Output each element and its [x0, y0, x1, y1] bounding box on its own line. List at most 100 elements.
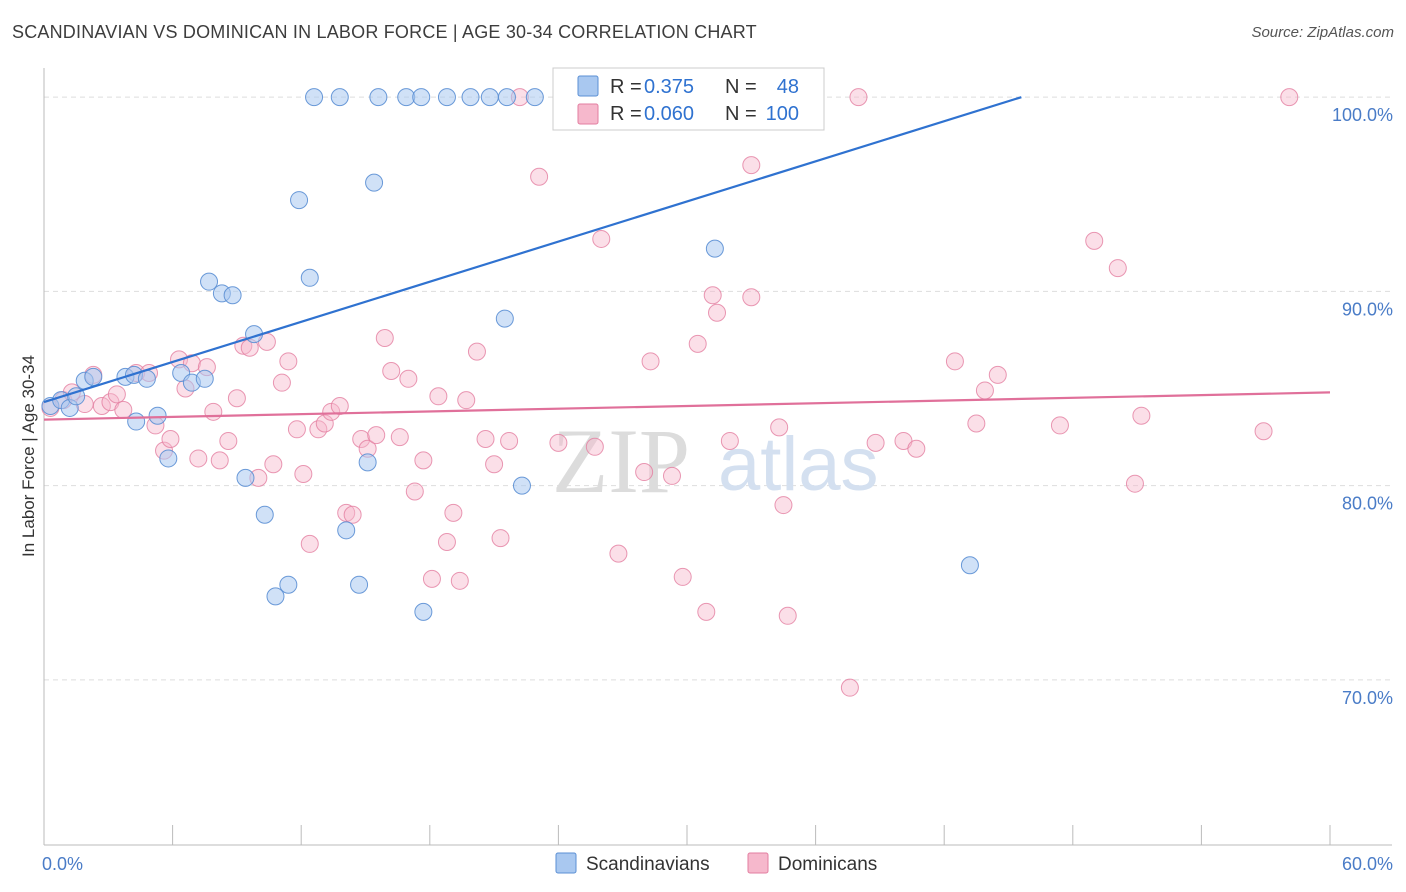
dominican-point — [708, 303, 727, 322]
scandinavian-point — [159, 449, 178, 468]
scandinavian-point — [369, 88, 388, 107]
dominican-point — [287, 420, 306, 439]
scandinavian-point — [200, 272, 219, 291]
scandinavian-point — [497, 88, 516, 107]
chart-title: SCANDINAVIAN VS DOMINICAN IN LABOR FORCE… — [12, 22, 757, 42]
legend-n-label: N = — [725, 103, 757, 125]
scandinavian-point — [255, 505, 274, 524]
dominicans-points — [41, 88, 1299, 697]
legend-r-value: 0.060 — [644, 103, 694, 125]
dominican-point — [945, 352, 964, 371]
scandinavian-point — [127, 412, 146, 431]
dominican-point — [405, 482, 424, 501]
dominican-point — [866, 433, 885, 452]
dominican-point — [422, 569, 441, 588]
dominican-point — [778, 606, 797, 625]
chart-source: Source: ZipAtlas.com — [1251, 24, 1394, 41]
dominican-point — [770, 418, 789, 437]
legend-label-dominicans: Dominicans — [778, 854, 877, 875]
dominican-point — [840, 678, 859, 697]
dominican-point — [399, 369, 418, 388]
watermark: ZIP atlas — [552, 410, 879, 512]
dominican-point — [300, 534, 319, 553]
dominican-point — [161, 430, 180, 449]
dominican-point — [414, 451, 433, 470]
x-tick-labels: 0.0% 60.0% — [42, 854, 1393, 874]
dominican-point — [437, 532, 456, 551]
legend-r-label: R = — [610, 103, 642, 125]
dominican-point — [294, 464, 313, 483]
y-tick-label: 80.0% — [1342, 494, 1393, 514]
x-tick-label: 0.0% — [42, 854, 83, 874]
scandinavian-point — [350, 575, 369, 594]
dominican-point — [315, 414, 334, 433]
scandinavian-point — [705, 239, 724, 258]
dominican-point — [210, 451, 229, 470]
dominican-point — [662, 466, 681, 485]
scandinavian-point — [358, 453, 377, 472]
dominican-point — [227, 389, 246, 408]
scandinavians-trend-line — [43, 96, 1022, 404]
dominican-point — [1108, 259, 1127, 278]
scandinavian-point — [337, 521, 356, 540]
dominican-point — [444, 503, 463, 522]
legend-swatch-scandinavians — [577, 75, 599, 97]
y-tick-labels: 100.0% 90.0% 80.0% 70.0% — [1332, 105, 1393, 708]
y-axis-label: In Labor Force | Age 30-34 — [19, 355, 38, 557]
dominicans-trend-line — [43, 391, 1331, 421]
dominican-point — [92, 396, 111, 415]
watermark-atlas: atlas — [718, 422, 879, 507]
legend-r-value: 0.375 — [644, 76, 694, 98]
scandinavian-point — [437, 88, 456, 107]
dominican-point — [457, 391, 476, 410]
x-tick-label: 60.0% — [1342, 854, 1393, 874]
dominican-point — [500, 431, 519, 450]
dominican-point — [107, 385, 126, 404]
dominican-point — [703, 286, 722, 305]
scandinavian-point — [365, 173, 384, 192]
dominican-point — [219, 431, 238, 450]
y-tick-label: 100.0% — [1332, 105, 1393, 125]
dominican-point — [530, 167, 549, 186]
scandinavian-point — [290, 191, 309, 210]
dominican-point — [272, 373, 291, 392]
dominican-point — [742, 288, 761, 307]
scandinavian-point — [279, 575, 298, 594]
dominican-point — [697, 602, 716, 621]
legend-n-label: N = — [725, 76, 757, 98]
dominican-point — [641, 352, 660, 371]
dominican-point — [988, 365, 1007, 384]
legend-n-value: 100 — [766, 103, 799, 125]
dominican-point — [367, 426, 386, 445]
scandinavian-point — [461, 88, 480, 107]
scandinavian-point — [195, 369, 214, 388]
dominican-point — [1125, 474, 1144, 493]
dominican-point — [549, 433, 568, 452]
scandinavian-point — [512, 476, 531, 495]
dominican-point — [429, 387, 448, 406]
scandinavian-point — [414, 602, 433, 621]
scandinavian-point — [223, 286, 242, 305]
scandinavian-point — [84, 367, 103, 386]
series-legend: Scandinavians Dominicans — [555, 852, 877, 875]
scandinavian-point — [412, 88, 431, 107]
dominican-point — [1050, 416, 1069, 435]
dominican-point — [585, 437, 604, 456]
dominican-point — [476, 430, 495, 449]
dominican-point — [279, 352, 298, 371]
dominican-point — [352, 430, 371, 449]
legend-swatch-dominicans — [577, 103, 599, 125]
scandinavian-point — [330, 88, 349, 107]
watermark-zip: ZIP — [552, 410, 690, 512]
dominican-point — [975, 381, 994, 400]
scandinavian-point — [305, 88, 324, 107]
dominican-point — [849, 88, 868, 107]
trend-lines — [43, 96, 1331, 421]
scandinavian-point — [480, 88, 499, 107]
legend-n-value: 48 — [777, 76, 799, 98]
legend-swatch-scandinavians — [555, 852, 577, 874]
dominican-point — [635, 463, 654, 482]
dominican-point — [1085, 231, 1104, 250]
legend-label-scandinavians: Scandinavians — [586, 854, 710, 875]
